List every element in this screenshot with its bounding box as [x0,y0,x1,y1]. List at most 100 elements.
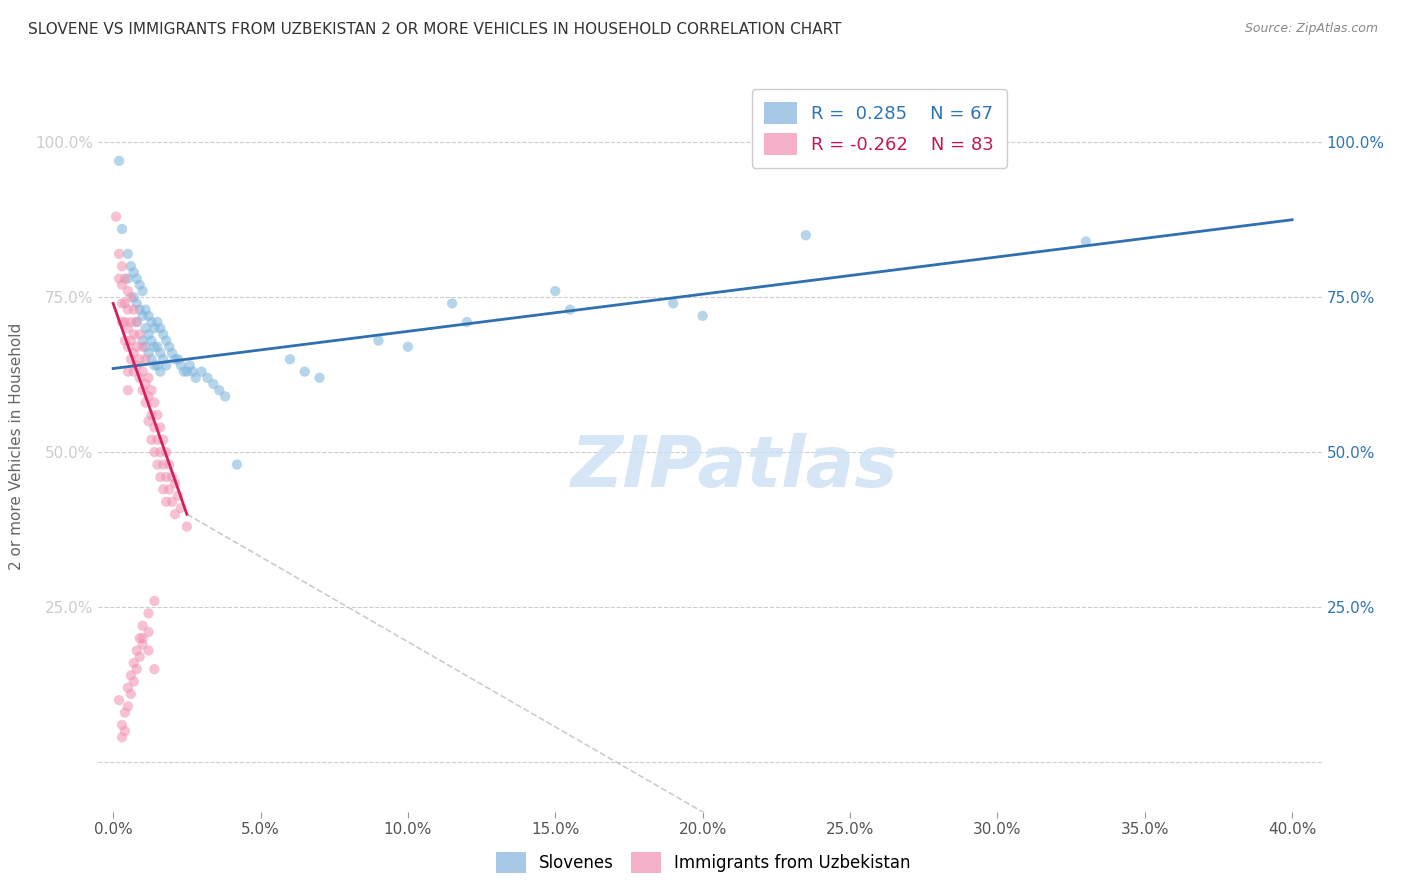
Point [120,687,142,701]
Point [146,408,169,422]
Point [114,724,136,739]
Point [157,458,180,472]
Point [141,408,163,422]
Point [125,662,148,676]
Point [160,470,183,484]
Point [190,365,212,379]
Point [131,383,153,397]
Point [170,500,193,515]
Point [138,309,160,323]
Point [108,247,131,261]
Point [138,346,160,360]
Point [176,519,198,533]
Point [135,302,157,317]
Point [122,346,145,360]
Point [208,383,231,397]
Point [184,371,207,385]
Point [120,290,142,304]
Point [143,420,166,434]
Point [308,371,330,385]
Point [131,340,153,354]
Point [149,420,172,434]
Point [141,334,163,348]
Point [396,340,419,354]
Point [135,321,157,335]
Point [128,302,150,317]
Point [114,315,136,329]
Point [117,365,139,379]
Point [111,731,134,745]
Point [155,359,177,373]
Point [152,483,174,497]
Point [138,607,160,621]
Point [173,365,195,379]
Point [176,365,198,379]
Point [155,470,177,484]
Point [141,315,163,329]
Point [152,352,174,367]
Point [131,365,153,379]
Point [131,309,153,323]
Point [122,656,145,670]
Point [138,414,160,428]
Point [143,395,166,409]
Point [111,259,134,273]
Point [160,495,183,509]
Point [558,302,581,317]
Y-axis label: 2 or more Vehicles in Household: 2 or more Vehicles in Household [10,322,24,570]
Point [149,365,172,379]
Point [114,706,136,720]
Point [143,340,166,354]
Point [165,352,187,367]
Point [160,346,183,360]
Point [143,445,166,459]
Text: Source: ZipAtlas.com: Source: ZipAtlas.com [1244,22,1378,36]
Point [128,631,150,645]
Point [152,433,174,447]
Point [117,284,139,298]
Point [794,228,817,243]
Point [155,445,177,459]
Point [138,389,160,403]
Legend: Slovenes, Immigrants from Uzbekistan: Slovenes, Immigrants from Uzbekistan [489,846,917,880]
Point [138,643,160,657]
Point [120,259,142,273]
Point [544,284,567,298]
Point [108,693,131,707]
Point [114,296,136,310]
Point [122,290,145,304]
Text: ZIPatlas: ZIPatlas [571,434,898,502]
Point [692,309,714,323]
Point [131,334,153,348]
Point [131,619,153,633]
Point [117,247,139,261]
Point [138,327,160,342]
Point [141,433,163,447]
Point [157,340,180,354]
Point [117,383,139,397]
Point [125,340,148,354]
Point [167,489,190,503]
Point [155,334,177,348]
Point [122,674,145,689]
Point [111,296,134,310]
Point [143,321,166,335]
Point [141,352,163,367]
Point [152,327,174,342]
Point [146,359,169,373]
Point [138,624,160,639]
Point [155,495,177,509]
Point [135,340,157,354]
Point [278,352,301,367]
Point [117,321,139,335]
Point [149,346,172,360]
Point [197,371,219,385]
Point [179,359,201,373]
Point [146,458,169,472]
Point [117,340,139,354]
Point [125,315,148,329]
Point [125,643,148,657]
Point [165,507,187,521]
Point [167,352,190,367]
Point [128,327,150,342]
